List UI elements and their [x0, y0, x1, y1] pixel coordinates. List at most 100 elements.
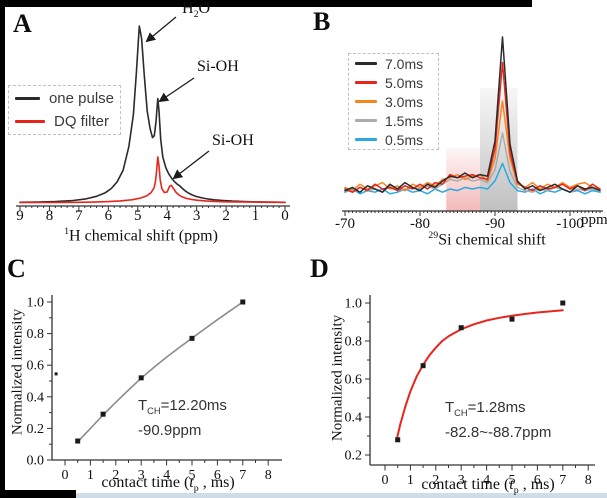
tch-subscript: CH [147, 406, 161, 416]
axis-title-sub: p [513, 485, 519, 497]
svg-text:-100: -100 [556, 216, 584, 232]
svg-text:0.4: 0.4 [345, 411, 363, 426]
panel-c-yaxis-title: Normalized intensity [9, 308, 26, 436]
svg-text:0.8: 0.8 [345, 335, 363, 350]
spectrum-plot-29si: -70 -80 -90 -100 [335, 36, 603, 232]
legend-item: DQ filter [15, 113, 114, 130]
panel-c-fit-annotation: TCH=12.20ms -90.9ppm [138, 396, 227, 440]
axis-title-text: , ms) [518, 476, 555, 493]
buildup-plot-d: 0 1 2 3 4 5 6 7 8 0.2 0.4 0.6 0.8 1.0 [345, 295, 595, 488]
peak-label-text: H [182, 0, 194, 17]
axis-title-variable: t [509, 476, 514, 493]
peak-label-text: Si-OH [197, 58, 239, 75]
axis-title-text: H chemical shift (ppm) [69, 227, 218, 245]
svg-text:6: 6 [214, 468, 221, 483]
svg-text:0.8: 0.8 [27, 327, 45, 342]
tch-line: TCH=12.20ms [138, 396, 227, 421]
svg-text:0: 0 [62, 468, 69, 483]
svg-text:6: 6 [534, 473, 541, 488]
panel-c-xaxis-title: contact time (tp , ms) [63, 474, 273, 494]
spectrum-plot-1h: 9 8 7 6 5 4 3 2 1 0 [16, 16, 290, 224]
svg-text:2: 2 [432, 473, 439, 488]
svg-text:3: 3 [193, 208, 201, 224]
svg-text:4: 4 [483, 473, 490, 488]
svg-text:1: 1 [252, 208, 260, 224]
svg-text:-90: -90 [485, 216, 505, 232]
tch-symbol: T [445, 399, 455, 416]
panel-a-legend: one pulse DQ filter [8, 85, 121, 135]
svg-text:-70: -70 [335, 216, 355, 232]
panel-c-label: C [7, 254, 26, 283]
axis-title-text: , ms) [198, 474, 235, 491]
panel-d-label: D [310, 254, 329, 283]
svg-text:4: 4 [163, 468, 170, 483]
svg-text:3: 3 [458, 473, 465, 488]
svg-text:1: 1 [407, 473, 414, 488]
axis-title-variable: t [189, 474, 194, 491]
svg-text:9: 9 [16, 208, 24, 224]
legend-item-label: 3.0ms [385, 93, 424, 110]
svg-text:7: 7 [239, 468, 246, 483]
legend-item: 3.0ms [355, 94, 432, 110]
svg-text:0.6: 0.6 [345, 373, 363, 388]
svg-text:5: 5 [134, 208, 142, 224]
axis-title-text: contact time ( [101, 474, 190, 491]
panel-b-legend: 7.0ms 5.0ms 3.0ms 1.5ms 0.5ms [348, 53, 439, 150]
peak-label-h2o: H2O [182, 0, 210, 20]
svg-text:6: 6 [105, 208, 113, 224]
peak-label-text: O [198, 0, 211, 17]
peak-label-sioh-1: Si-OH [197, 58, 239, 78]
tch-subscript: CH [454, 408, 468, 418]
isotope-superscript: 1 [64, 226, 70, 237]
panel-a-xaxis-title: 1H chemical shift (ppm) [21, 226, 261, 245]
line-swatch [355, 62, 377, 65]
legend-item-label: 1.5ms [385, 112, 424, 129]
tch-symbol: T [138, 397, 148, 414]
panel-a-label: A [13, 9, 32, 38]
ppm-range-line: -82.8~-88.7ppm [445, 424, 552, 441]
tch-value: =12.20ms [160, 397, 227, 414]
svg-text:2: 2 [112, 468, 119, 483]
peak-label-sub: 2 [193, 9, 199, 21]
legend-item-label: 7.0ms [385, 55, 424, 72]
svg-text:4: 4 [163, 208, 171, 224]
panel-b-xaxis-title: 29Si chemical shift [367, 230, 607, 249]
axis-title-text: contact time ( [421, 476, 510, 493]
svg-text:1.0: 1.0 [27, 296, 45, 311]
legend-item: 5.0ms [355, 75, 432, 91]
legend-item: one pulse [15, 90, 114, 107]
svg-text:0: 0 [382, 473, 389, 488]
line-swatch [355, 100, 377, 103]
frame-bottom-strip [76, 493, 607, 498]
line-swatch [15, 120, 45, 123]
svg-text:8: 8 [585, 473, 592, 488]
svg-text:1: 1 [87, 468, 94, 483]
legend-item: 0.5ms [355, 132, 432, 148]
svg-text:5: 5 [189, 468, 196, 483]
svg-text:2: 2 [222, 208, 230, 224]
svg-text:0.2: 0.2 [27, 422, 45, 437]
axis-title-text: Si chemical shift [438, 231, 546, 249]
svg-text:-80: -80 [410, 216, 430, 232]
legend-item-label: one pulse [48, 90, 114, 107]
svg-text:0.4: 0.4 [27, 390, 45, 405]
svg-text:0.0: 0.0 [27, 454, 45, 469]
buildup-plot-c: 0 1 2 3 4 5 6 7 8 0.0 0.2 0.4 0.6 0.8 1.0 [27, 295, 282, 483]
panel-d-yaxis-title: Normalized intensity [329, 314, 346, 442]
tch-line: TCH=1.28ms [445, 398, 551, 423]
isotope-superscript: 29 [428, 230, 439, 241]
axis-title-sub: p [193, 483, 199, 495]
svg-text:1.0: 1.0 [345, 297, 363, 312]
panel-b-label: B [313, 7, 331, 36]
frame-bottom-left-bar [0, 490, 76, 498]
peak-label-text: Si-OH [212, 132, 254, 149]
panel-d-fit-annotation: TCH=1.28ms -82.8~-88.7ppm [445, 398, 551, 442]
frame-left-bar [0, 0, 5, 498]
peak-label-sioh-2: Si-OH [212, 132, 254, 152]
svg-text:8: 8 [46, 208, 54, 224]
legend-item-label: 0.5ms [385, 131, 424, 148]
svg-text:7: 7 [559, 473, 566, 488]
svg-text:0.2: 0.2 [345, 449, 363, 464]
line-swatch [355, 138, 377, 141]
